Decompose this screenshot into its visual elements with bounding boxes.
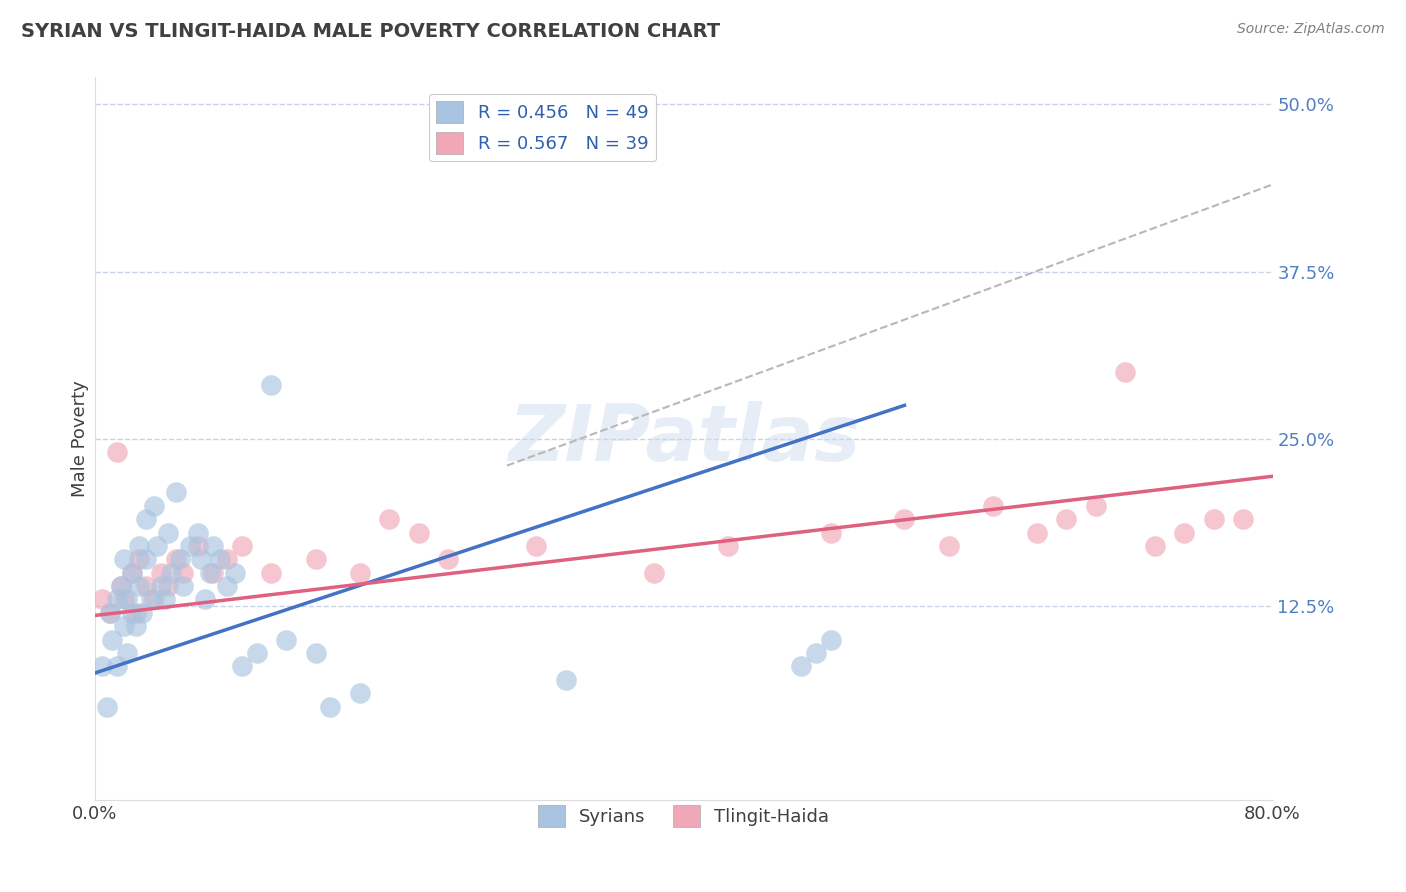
Point [981,499,1004,513]
Point [131,606,153,620]
Point [194,592,217,607]
Point [260,566,283,580]
Point [554,673,576,687]
Point [125,619,148,633]
Point [105,659,128,673]
Point [804,646,827,660]
Point [217,579,239,593]
Point [160,566,183,580]
Legend: Syrians, Tlingit-Haida: Syrians, Tlingit-Haida [530,798,837,835]
Point [643,566,665,580]
Point [112,592,135,607]
Point [260,378,283,392]
Point [319,699,342,714]
Point [101,632,124,647]
Point [304,646,326,660]
Point [128,539,150,553]
Point [121,566,143,580]
Point [1202,512,1225,526]
Point [790,659,813,673]
Point [139,592,162,607]
Point [150,579,173,593]
Point [121,606,143,620]
Point [717,539,740,553]
Text: Source: ZipAtlas.com: Source: ZipAtlas.com [1237,22,1385,37]
Point [112,619,135,633]
Point [142,592,165,607]
Point [437,552,460,566]
Point [110,579,132,593]
Point [169,552,191,566]
Point [128,579,150,593]
Y-axis label: Male Poverty: Male Poverty [72,381,89,497]
Point [408,525,430,540]
Point [121,566,143,580]
Point [125,606,148,620]
Point [135,512,157,526]
Point [157,579,180,593]
Point [142,499,165,513]
Point [110,579,132,593]
Point [276,632,298,647]
Point [187,539,209,553]
Point [304,552,326,566]
Point [349,566,371,580]
Point [246,646,269,660]
Point [1054,512,1077,526]
Point [201,566,224,580]
Point [938,539,960,553]
Point [91,592,114,607]
Point [224,566,246,580]
Point [1114,365,1136,379]
Point [1084,499,1107,513]
Point [378,512,401,526]
Point [98,606,121,620]
Text: SYRIAN VS TLINGIT-HAIDA MALE POVERTY CORRELATION CHART: SYRIAN VS TLINGIT-HAIDA MALE POVERTY COR… [21,22,720,41]
Point [208,552,231,566]
Point [115,646,138,660]
Text: ZIPatlas: ZIPatlas [508,401,860,477]
Point [155,592,177,607]
Point [105,445,128,459]
Point [135,552,157,566]
Point [231,539,253,553]
Point [893,512,915,526]
Point [526,539,548,553]
Point [135,579,157,593]
Point [128,552,150,566]
Point [145,539,167,553]
Point [1026,525,1049,540]
Point [91,659,114,673]
Point [190,552,212,566]
Point [157,525,180,540]
Point [187,525,209,540]
Point [172,566,194,580]
Point [150,566,173,580]
Point [96,699,118,714]
Point [198,566,221,580]
Point [179,539,201,553]
Point [115,592,138,607]
Point [349,686,371,700]
Point [165,552,187,566]
Point [201,539,224,553]
Point [112,552,135,566]
Point [231,659,253,673]
Point [1232,512,1254,526]
Point [105,592,128,607]
Point [1143,539,1166,553]
Point [820,632,842,647]
Point [820,525,842,540]
Point [1173,525,1195,540]
Point [217,552,239,566]
Point [98,606,121,620]
Point [165,485,187,500]
Point [172,579,194,593]
